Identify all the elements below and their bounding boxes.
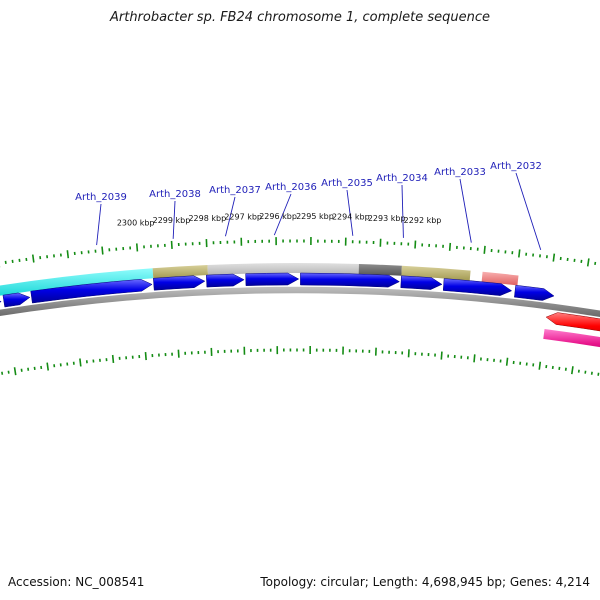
tick-mark — [440, 351, 443, 360]
cog-segment — [358, 263, 402, 276]
tick-mark — [552, 253, 556, 262]
genome-summary: Topology: circular; Length: 4,698,945 bp… — [260, 575, 590, 589]
gene-label[interactable]: Arth_2037 — [209, 185, 261, 196]
kbp-label: 2300 kbp — [117, 218, 155, 227]
accession-label: Accession: NC_008541 — [8, 575, 145, 589]
rna-feature[interactable] — [543, 329, 600, 358]
kbp-label: 2295 kbp — [296, 212, 334, 221]
tick-mark — [144, 352, 147, 361]
cds-arrow[interactable] — [514, 284, 555, 301]
tick-mark — [177, 349, 180, 358]
leader-line — [96, 203, 102, 246]
gene-label[interactable]: Arth_2032 — [490, 161, 542, 172]
cds-arrow-reverse[interactable] — [545, 312, 600, 343]
cog-segment — [207, 262, 359, 276]
leader-line — [459, 178, 472, 243]
cds-arrow[interactable] — [2, 292, 31, 308]
tick-mark — [135, 243, 139, 252]
tick-mark — [448, 242, 452, 251]
leader-line — [225, 196, 236, 237]
cds-arrow[interactable] — [245, 272, 300, 286]
leader-line — [515, 172, 542, 251]
backbone-ring — [0, 286, 600, 317]
gene-label[interactable]: Arth_2034 — [376, 173, 428, 184]
kbp-label: 2299 kbp — [153, 216, 191, 225]
tick-mark — [46, 362, 50, 371]
kbp-label: 2297 kbp — [224, 213, 262, 222]
leader-line — [172, 200, 176, 239]
tick-mark — [586, 258, 590, 267]
tick-mark — [473, 354, 476, 363]
leader-line — [346, 189, 354, 236]
backbone-arc — [0, 286, 600, 317]
kbp-label: 2292 kbp — [404, 216, 442, 225]
inner-tick-ring — [1, 346, 600, 376]
cds-arrow[interactable] — [0, 297, 2, 314]
tick-mark — [518, 249, 521, 258]
cog-category-track — [0, 262, 519, 296]
cds-arrow[interactable] — [442, 278, 513, 296]
gene-label[interactable]: Arth_2036 — [265, 182, 317, 193]
tick-mark — [79, 358, 82, 367]
gene-label[interactable]: Arth_2038 — [149, 189, 201, 200]
kbp-label: 2296 kbp — [259, 212, 297, 221]
cds-arrow[interactable] — [400, 275, 443, 290]
tick-mark — [170, 240, 173, 249]
gene-label-leaders — [96, 172, 542, 251]
tick-mark — [570, 366, 574, 375]
kbp-label: 2294 kbp — [332, 213, 370, 222]
leader-line — [273, 193, 292, 236]
tick-mark — [538, 361, 542, 370]
cog-segment — [481, 271, 519, 286]
cds-arrow[interactable] — [300, 272, 400, 288]
tick-mark — [13, 367, 17, 376]
reverse-cds-track — [543, 312, 600, 358]
gene-label[interactable]: Arth_2035 — [321, 178, 373, 189]
cds-arrow[interactable] — [206, 273, 245, 288]
tick-mark — [101, 246, 104, 255]
map-title: Arthrobacter sp. FB24 chromosome 1, comp… — [109, 10, 491, 25]
gene-labels: Arth_2039 Arth_2038 Arth_2037 Arth_2036 Arth… — [75, 161, 542, 203]
gene-label[interactable]: Arth_2039 — [75, 192, 127, 203]
cds-arrow[interactable] — [153, 275, 206, 291]
tick-mark — [31, 254, 35, 263]
tick-mark — [483, 245, 486, 254]
forward-cds-track — [0, 272, 555, 314]
cog-segment — [401, 265, 471, 281]
leader-line — [401, 184, 404, 238]
cog-segment — [152, 265, 208, 279]
outer-tick-ring — [0, 237, 597, 268]
cog-segment — [0, 268, 154, 296]
gene-label[interactable]: Arth_2033 — [434, 167, 486, 178]
tick-mark — [111, 354, 115, 364]
tick-mark — [66, 250, 70, 259]
kbp-label: 2298 kbp — [188, 214, 226, 223]
kbp-label: 2293 kbp — [368, 214, 406, 223]
cds-arrow[interactable] — [30, 278, 153, 304]
tick-mark — [505, 357, 509, 366]
